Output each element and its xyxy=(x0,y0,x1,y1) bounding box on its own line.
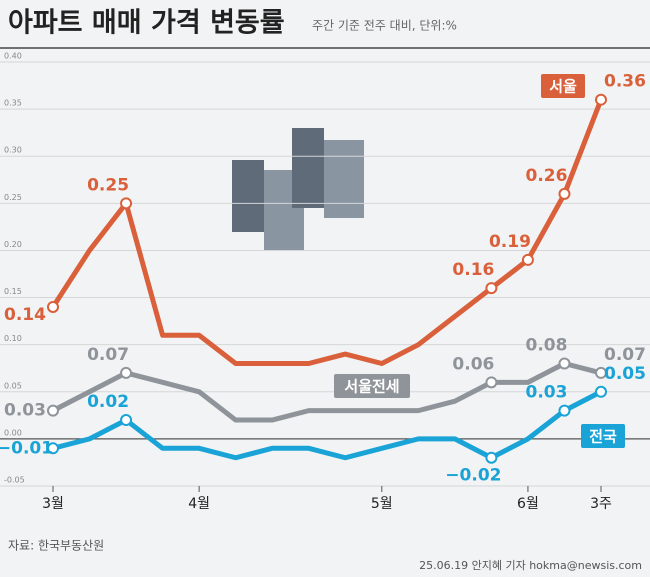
point xyxy=(485,282,498,295)
legend-label: 서울전세 xyxy=(344,378,399,396)
point xyxy=(485,376,498,389)
data-label: 0.07 xyxy=(87,345,129,365)
legend-label: 서울 xyxy=(549,78,577,96)
y-tick-label: 0.15 xyxy=(4,287,22,296)
series-line xyxy=(51,361,602,423)
data-label: 0.03 xyxy=(525,383,567,403)
data-label: 0.06 xyxy=(452,354,494,374)
point xyxy=(120,414,133,427)
data-label: 0.19 xyxy=(489,232,531,252)
subtitle: 주간 기준 전주 대비, 단위:% xyxy=(312,19,457,33)
data-label: 0.14 xyxy=(4,305,46,325)
data-label: 0.36 xyxy=(604,72,646,92)
y-tick-label: 0.30 xyxy=(4,146,22,155)
data-label: −0.02 xyxy=(445,466,501,486)
data-label: 0.25 xyxy=(87,175,129,195)
legend-box xyxy=(334,374,410,398)
point xyxy=(120,366,133,379)
chart-title: 아파트 매매 가격 변동률 xyxy=(8,8,285,39)
buildings xyxy=(232,128,364,250)
source: 자료: 한국부동산원 xyxy=(8,539,104,553)
y-tick-label: 0.00 xyxy=(4,428,22,437)
y-tick-label: 0.20 xyxy=(4,240,22,249)
point xyxy=(120,197,133,210)
point xyxy=(47,300,59,313)
point xyxy=(558,404,571,417)
data-label: 0.03 xyxy=(4,401,46,421)
point xyxy=(47,442,59,455)
legend-label: 전국 xyxy=(589,428,617,446)
y-tick-label: 0.05 xyxy=(4,381,22,390)
data-label: 0.16 xyxy=(452,260,494,280)
point xyxy=(595,366,607,379)
point xyxy=(485,451,498,464)
x-tick-label: 6월 xyxy=(517,496,539,512)
point xyxy=(521,253,534,266)
y-tick-label: 0.35 xyxy=(4,99,22,108)
point xyxy=(47,404,59,417)
point xyxy=(558,187,571,200)
x-tick-label: 5월 xyxy=(371,496,393,512)
series-line xyxy=(50,98,604,367)
point xyxy=(595,93,607,106)
data-label: 0.02 xyxy=(87,392,129,412)
x-tick-label: 4월 xyxy=(188,496,210,512)
y-tick-label: 0.40 xyxy=(4,52,22,61)
y-tick-label: 0.25 xyxy=(4,193,22,202)
data-label: 0.07 xyxy=(604,345,646,365)
legend-box xyxy=(581,424,625,448)
data-label: 0.26 xyxy=(525,166,567,186)
x-tick-label: 3주 xyxy=(590,496,612,512)
y-tick-label: 0.10 xyxy=(4,334,22,343)
point xyxy=(558,357,571,370)
series-line xyxy=(52,389,603,461)
credit: 25.06.19 안지혜 기자 hokma@newsis.com xyxy=(419,559,642,572)
data-label: 0.08 xyxy=(525,336,567,356)
data-label: 0.05 xyxy=(604,364,646,384)
y-tick-label: -0.05 xyxy=(4,476,25,485)
point xyxy=(595,385,607,398)
x-tick-label: 3월 xyxy=(42,496,64,512)
legend-box xyxy=(541,74,585,98)
data-label: −0.01 xyxy=(0,438,53,458)
